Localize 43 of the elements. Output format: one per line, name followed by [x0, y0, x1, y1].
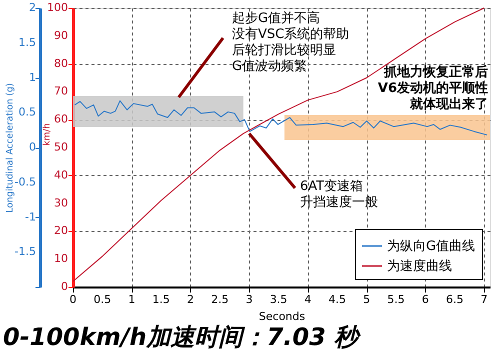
x-tick-label: 3 [246, 293, 253, 306]
y-tick-label: 0 [29, 140, 36, 154]
x-tick-label: 2.5 [211, 293, 229, 306]
y2-tick-label: 10 [54, 252, 68, 266]
y-tick-label: -0.5 [14, 175, 36, 188]
y-tick-label: 1 [29, 70, 36, 84]
annotation: 抓地力恢复正常后V6发动机的平顺性就体现出来了 [378, 64, 488, 112]
y2-tick-label: 100 [47, 1, 68, 14]
annotation: 起步G值并不高没有VSC系统的帮助后轮打滑比较明显G值波动频繁 [232, 10, 350, 74]
y2-tick-label: 20 [54, 224, 68, 238]
x-tick-label: 3.5 [270, 293, 288, 306]
x-tick-label: 2 [186, 293, 194, 306]
y2-tick-label: 90 [54, 28, 68, 42]
legend-label: 为速度曲线 [387, 258, 452, 274]
y-tick-label: -1.5 [14, 245, 36, 258]
x-tick-label: 1 [128, 293, 136, 306]
legend-label: 为纵向G值曲线 [387, 239, 476, 254]
x-tick-label: 6 [422, 293, 429, 306]
y2-tick-label: 0 [61, 280, 68, 293]
y2-tick-label: 80 [54, 56, 68, 70]
x-tick-label: 5 [363, 293, 370, 306]
y-tick-label: -1 [25, 210, 36, 224]
y-tick-label: 0.5 [18, 106, 36, 119]
y2-tick-label: 40 [54, 168, 68, 182]
y2-tick-label: 70 [54, 84, 68, 98]
x-tick-label: 7 [480, 293, 488, 306]
x-tick-label: 6.5 [446, 293, 464, 306]
x-axis-title: Seconds [258, 310, 306, 323]
y2-tick-label: 50 [54, 140, 68, 154]
annotation: 6AT变速箱升挡速度一般 [300, 179, 378, 210]
x-tick-label: 0.5 [94, 293, 112, 306]
x-tick-label: 1.5 [152, 293, 170, 306]
y-tick-label: 2 [29, 1, 36, 14]
y2-tick-label: 30 [54, 196, 68, 210]
y-tick-label: 1.5 [18, 36, 36, 49]
x-tick-label: 0 [70, 293, 76, 306]
y2-tick-label: 60 [54, 112, 68, 126]
x-tick-label: 5.5 [387, 293, 405, 306]
x-tick-label: 4 [304, 293, 312, 306]
y2-axis-title: km/h [42, 123, 52, 146]
x-tick-label: 4.5 [328, 293, 346, 306]
text: 0-100km/h加速时间：7.03 秒 [3, 323, 362, 351]
y-axis-title: Longitudinal Acceleration (g) [6, 83, 16, 213]
